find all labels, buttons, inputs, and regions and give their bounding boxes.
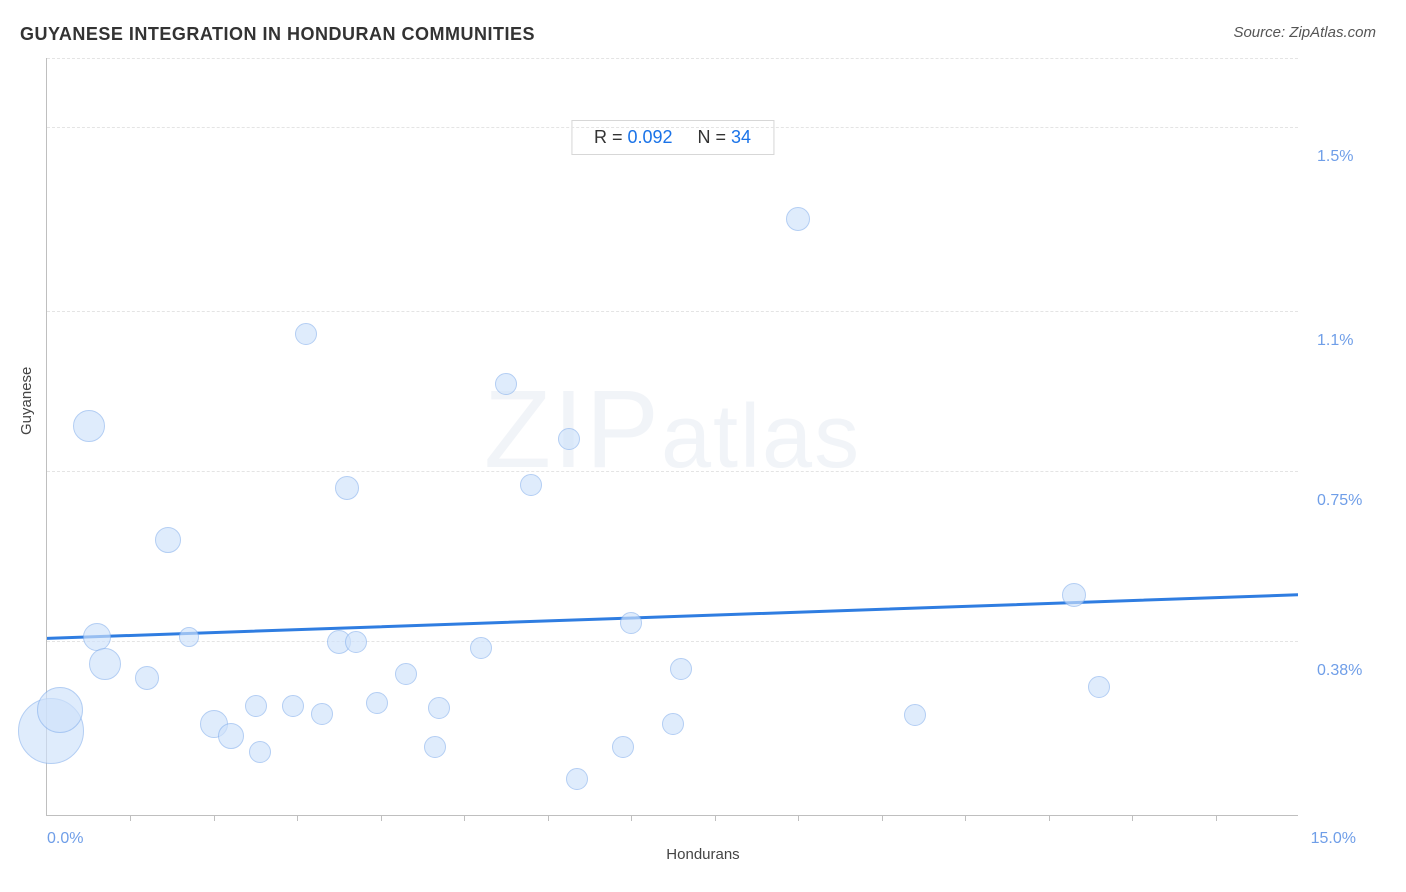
data-point xyxy=(335,476,359,500)
data-point xyxy=(37,687,83,733)
x-minor-tick xyxy=(130,815,131,821)
trend-line xyxy=(47,58,1298,815)
y-tick-label: 1.5% xyxy=(1317,148,1353,166)
data-point xyxy=(1088,676,1110,698)
x-minor-tick xyxy=(882,815,883,821)
data-point xyxy=(612,736,634,758)
stat-r-label: R = xyxy=(594,127,628,147)
gridline xyxy=(47,471,1298,472)
data-point xyxy=(89,648,121,680)
data-point xyxy=(345,631,367,653)
x-minor-tick xyxy=(798,815,799,821)
y-tick-label: 1.1% xyxy=(1317,332,1353,350)
x-minor-tick xyxy=(1132,815,1133,821)
x-minor-tick xyxy=(1216,815,1217,821)
x-minor-tick xyxy=(965,815,966,821)
data-point xyxy=(83,623,111,651)
data-point xyxy=(662,713,684,735)
data-point xyxy=(311,703,333,725)
x-minor-tick xyxy=(214,815,215,821)
data-point xyxy=(295,323,317,345)
stat-r-value: 0.092 xyxy=(627,127,672,147)
chart-title: GUYANESE INTEGRATION IN HONDURAN COMMUNI… xyxy=(20,24,535,45)
data-point xyxy=(179,627,199,647)
data-point xyxy=(495,373,517,395)
data-point xyxy=(366,692,388,714)
data-point xyxy=(520,474,542,496)
data-point xyxy=(1062,583,1086,607)
data-point xyxy=(470,637,492,659)
data-point xyxy=(424,736,446,758)
data-point xyxy=(566,768,588,790)
data-point xyxy=(620,612,642,634)
stats-box: R = 0.092 N = 34 xyxy=(571,120,774,155)
data-point xyxy=(786,207,810,231)
gridline xyxy=(47,641,1298,642)
gridline xyxy=(47,58,1298,59)
x-minor-tick xyxy=(381,815,382,821)
data-point xyxy=(904,704,926,726)
data-point xyxy=(218,723,244,749)
x-minor-tick xyxy=(297,815,298,821)
y-tick-label: 0.38% xyxy=(1317,662,1362,680)
gridline xyxy=(47,127,1298,128)
data-point xyxy=(249,741,271,763)
watermark-text: ZIPatlas xyxy=(484,365,861,492)
x-minor-tick xyxy=(715,815,716,821)
data-point xyxy=(155,527,181,553)
stat-n-label: N = xyxy=(698,127,732,147)
data-point xyxy=(558,428,580,450)
data-point xyxy=(135,666,159,690)
data-point xyxy=(245,695,267,717)
stat-n-value: 34 xyxy=(731,127,751,147)
scatter-plot-area: ZIPatlas R = 0.092 N = 34 0.38%0.75%1.1%… xyxy=(46,58,1298,816)
gridline xyxy=(47,311,1298,312)
data-point xyxy=(428,697,450,719)
y-tick-label: 0.75% xyxy=(1317,492,1362,510)
y-axis-label: Guyanese xyxy=(18,367,35,435)
data-point xyxy=(282,695,304,717)
x-minor-tick xyxy=(1049,815,1050,821)
x-minor-tick xyxy=(548,815,549,821)
data-point xyxy=(395,663,417,685)
data-point xyxy=(670,658,692,680)
x-minor-tick xyxy=(631,815,632,821)
x-axis-label: Hondurans xyxy=(0,846,1406,878)
data-point xyxy=(73,410,105,442)
source-attribution: Source: ZipAtlas.com xyxy=(1233,24,1376,41)
x-minor-tick xyxy=(464,815,465,821)
